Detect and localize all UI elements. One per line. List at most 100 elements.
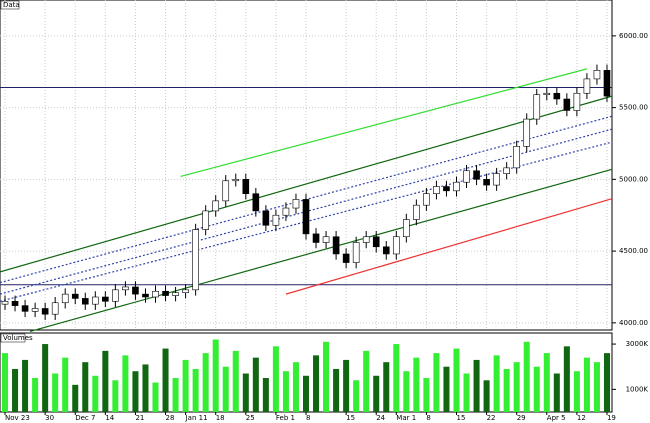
candle-body: [503, 167, 510, 174]
volume-bar: [413, 357, 420, 412]
volume-bar: [252, 357, 259, 412]
candle-body: [31, 308, 39, 312]
volume-bar: [192, 368, 199, 412]
volume-tick-label: 3000K: [626, 340, 649, 348]
volume-bar: [152, 382, 159, 412]
candle-body: [483, 179, 490, 186]
candle-body: [583, 78, 591, 94]
x-tick-label: 18: [216, 414, 225, 422]
candle-body: [352, 242, 360, 263]
volume-bar: [302, 375, 310, 412]
volume-bar: [443, 366, 450, 412]
volume-bar: [32, 378, 39, 412]
volume-bar: [292, 362, 299, 412]
y-tick-label: 4000.00: [619, 319, 648, 327]
candle-body: [603, 70, 611, 97]
x-tick-label: 22: [487, 414, 496, 422]
candle-body: [202, 210, 209, 230]
x-tick-label: 19: [607, 414, 616, 422]
candle-body: [41, 308, 49, 315]
candle-body: [81, 298, 89, 305]
volume-bar: [593, 362, 600, 412]
candle-body: [563, 98, 571, 111]
volume-bar: [463, 373, 470, 412]
candle-body: [212, 200, 220, 212]
candle-body: [132, 286, 139, 295]
x-tick-label: 8: [426, 414, 430, 422]
candle-body: [533, 94, 541, 120]
candle-body: [493, 173, 500, 186]
trend-line: [180, 68, 588, 178]
x-tick-label: 25: [246, 414, 255, 422]
y-tick-label: 6000.00: [619, 32, 648, 40]
volume-bar: [202, 353, 209, 412]
volume-title: Volumes: [3, 334, 33, 342]
trend-line: [0, 95, 613, 273]
candle-body: [523, 118, 531, 147]
candle-body: [443, 186, 450, 192]
volume-bar: [403, 371, 410, 412]
candle-body: [112, 289, 119, 302]
volume-bar: [603, 353, 610, 412]
candle-body: [362, 236, 370, 243]
candle-body: [71, 293, 79, 299]
candle-body: [312, 233, 320, 243]
trend-line: [29, 168, 613, 333]
volume-bar: [232, 350, 239, 412]
volume-bar: [423, 378, 430, 412]
volume-bar: [12, 368, 19, 412]
candle-body: [252, 193, 260, 212]
volume-bar: [82, 362, 89, 412]
x-tick-label: 30: [45, 414, 54, 422]
volume-bar: [62, 357, 69, 412]
volume-bar: [453, 348, 460, 412]
volume-bar: [313, 355, 320, 412]
candle-body: [21, 305, 29, 312]
x-tick-label: Apr 5: [547, 414, 566, 422]
candle-body: [282, 207, 290, 216]
volume-bar: [222, 366, 229, 412]
x-tick-label: 15: [456, 414, 465, 422]
candle-body: [453, 181, 460, 192]
title-box: [0, 0, 20, 10]
volume-bar: [483, 380, 490, 412]
x-tick-label: Feb 1: [276, 414, 295, 422]
chart-title: Data: [3, 1, 20, 9]
volume-bar: [433, 353, 440, 412]
volume-bar: [393, 344, 400, 412]
y-tick-label: 5000.00: [619, 175, 648, 183]
candle-body: [372, 236, 380, 248]
volume-bar: [22, 359, 29, 412]
x-tick-label: Nov 23: [5, 414, 30, 422]
candle-body: [122, 286, 129, 291]
volume-bar: [383, 362, 390, 412]
candle-body: [51, 302, 59, 315]
candle-body: [222, 180, 230, 202]
volume-bar: [142, 364, 149, 412]
volume-bar: [172, 378, 179, 412]
volume-bar: [182, 359, 189, 412]
volume-bar: [52, 373, 59, 412]
volume-bar: [363, 350, 370, 412]
volume-bar: [262, 378, 269, 412]
candle-body: [433, 186, 440, 194]
volume-bar: [242, 373, 249, 412]
candle-body: [413, 204, 420, 220]
candle-body: [242, 179, 250, 194]
candle-body: [513, 146, 520, 169]
candle-body: [162, 290, 169, 296]
x-tick-label: Jan 11: [185, 414, 208, 422]
volume-bar: [493, 355, 500, 412]
x-tick-label: 29: [517, 414, 526, 422]
volume-bar: [72, 384, 79, 412]
candle-body: [61, 293, 69, 304]
candle-body: [292, 199, 300, 209]
volume-bar: [353, 380, 360, 412]
candle-body: [382, 246, 390, 255]
volume-bar: [513, 362, 520, 412]
candle-body: [573, 92, 581, 111]
volume-bar: [553, 373, 560, 412]
candle-body: [262, 210, 270, 226]
volume-bar: [272, 346, 279, 412]
candle-body: [593, 70, 601, 80]
